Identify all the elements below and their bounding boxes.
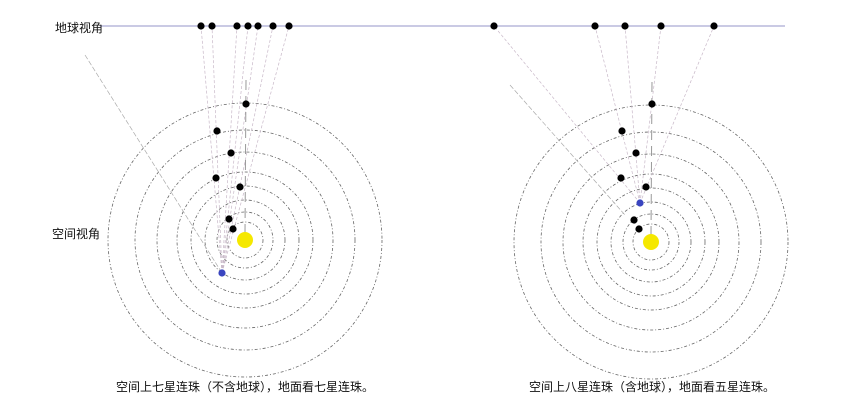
left-planet-projection	[269, 22, 277, 30]
left-planet	[236, 183, 244, 191]
left-sun	[237, 232, 253, 248]
right-sight-line	[639, 25, 662, 204]
left-sight-line	[221, 25, 259, 274]
left-sight-line	[221, 25, 249, 274]
left-orbit	[204, 199, 286, 281]
left-planet-projection	[244, 22, 252, 30]
right-sight-line	[493, 25, 641, 204]
left-planet	[227, 149, 235, 157]
right-planet-projection	[490, 22, 498, 30]
left-planet-projection	[208, 22, 216, 30]
right-planet	[617, 174, 625, 182]
right-planet	[648, 100, 656, 108]
right-planet	[642, 183, 650, 191]
left-sight-line	[211, 25, 223, 274]
caption-right: 空间上八星连珠（含地球），地面看五星连珠。	[528, 380, 776, 394]
left-planet	[242, 100, 250, 108]
left-orbit	[216, 211, 274, 269]
right-orbit	[622, 213, 680, 271]
right-orbit	[562, 153, 740, 331]
left-orbit	[226, 221, 264, 259]
right-planet-projection	[657, 22, 665, 30]
right-sight-line	[639, 25, 715, 204]
left-orbit	[176, 171, 314, 309]
right-planet-projection	[621, 22, 629, 30]
space-view-label: 空间视角	[52, 227, 101, 241]
left-planet-projection	[254, 22, 262, 30]
right-sight-line	[594, 25, 641, 204]
left-planet-projection	[233, 22, 241, 30]
left-orbit	[134, 129, 356, 351]
right-orbit	[582, 173, 720, 311]
left-planet	[225, 215, 233, 223]
left-orbit	[190, 185, 300, 295]
right-orbit	[632, 223, 670, 261]
right-planet-projection	[710, 22, 718, 30]
left-planet	[213, 127, 221, 135]
right-planet-projection	[591, 22, 599, 30]
caption-left: 空间上七星连珠（不含地球），地面看七星连珠。	[115, 380, 375, 394]
left-sight-line	[200, 25, 223, 274]
right-sun	[643, 234, 659, 250]
left-planet	[229, 225, 237, 233]
right-planet	[630, 216, 638, 224]
right-orbit	[610, 201, 692, 283]
right-planet	[632, 149, 640, 157]
left-sight-line	[84, 54, 223, 274]
right-sight-line	[509, 84, 626, 216]
left-sight-line	[221, 25, 274, 274]
left-earth	[218, 269, 226, 277]
earth-view-label: 地球视角	[55, 21, 104, 35]
right-planet	[618, 127, 626, 135]
left-planet-projection	[197, 22, 205, 30]
left-planet-projection	[285, 22, 293, 30]
left-orbit	[156, 151, 334, 329]
left-sight-line	[221, 25, 238, 274]
right-orbit	[540, 131, 762, 353]
right-planet	[635, 225, 643, 233]
left-planet	[212, 174, 220, 182]
right-orbit	[596, 187, 706, 297]
left-sight-line	[221, 25, 290, 274]
right-earth	[636, 199, 644, 207]
